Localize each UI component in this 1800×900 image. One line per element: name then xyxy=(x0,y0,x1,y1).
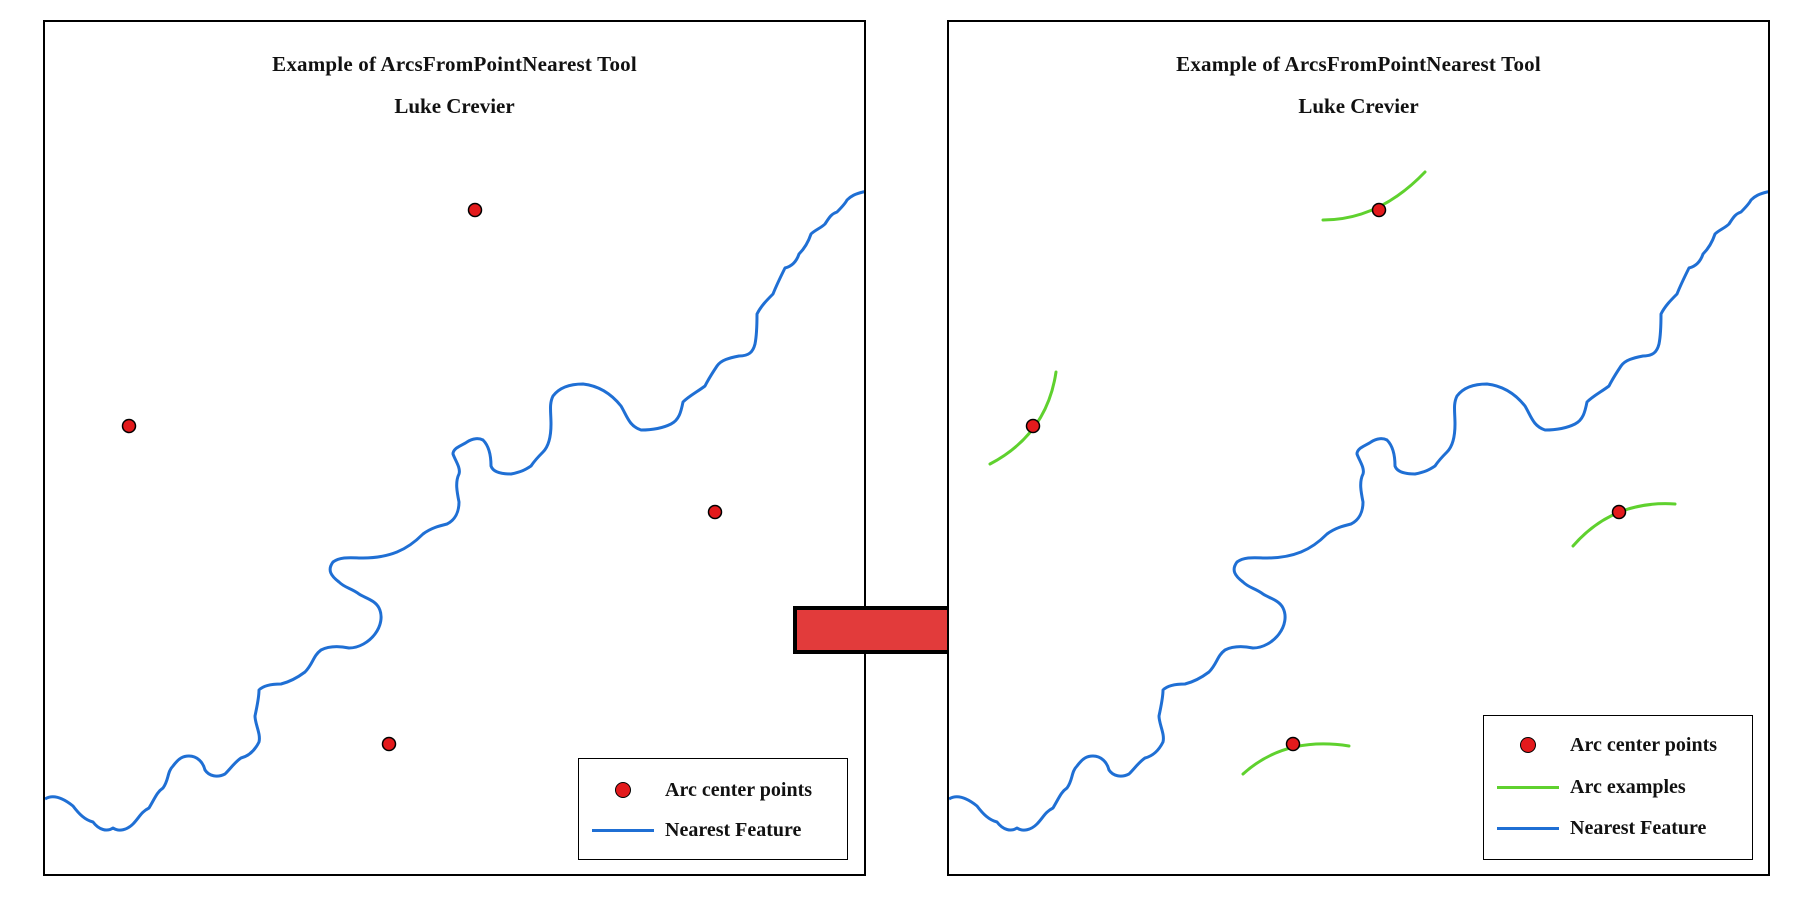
river-line xyxy=(45,190,864,832)
legend-label: Nearest Feature xyxy=(1570,816,1707,839)
map-legend: Arc center points Arc examples Nearest F… xyxy=(1483,715,1753,860)
map-panel-after: Example of ArcsFromPointNearest Tool Luk… xyxy=(947,20,1770,876)
legend-item-points: Arc center points xyxy=(1484,730,1752,760)
point-top xyxy=(467,202,483,218)
map-legend: Arc center points Nearest Feature xyxy=(578,758,848,860)
map-canvas-after xyxy=(949,170,1768,832)
point-right xyxy=(707,504,723,520)
point-left xyxy=(121,418,137,434)
map-author: Luke Crevier xyxy=(394,94,515,118)
arc-center-points xyxy=(1025,202,1627,752)
point-left xyxy=(1025,418,1041,434)
red-dot-icon xyxy=(1484,730,1570,760)
arc-examples xyxy=(988,170,1677,776)
point-bottom xyxy=(381,736,397,752)
map-title: Example of ArcsFromPointNearest Tool xyxy=(272,52,637,76)
river-line xyxy=(949,190,1768,832)
legend-item-arcs: Arc examples xyxy=(1484,772,1752,802)
point-top xyxy=(1371,202,1387,218)
legend-item-points: Arc center points xyxy=(579,775,847,805)
point-right xyxy=(1611,504,1627,520)
legend-item-river: Nearest Feature xyxy=(579,815,847,845)
map-author: Luke Crevier xyxy=(1298,94,1419,118)
green-line-icon xyxy=(1484,772,1570,802)
legend-item-river: Nearest Feature xyxy=(1484,813,1752,843)
arc-left xyxy=(988,370,1058,466)
legend-label: Arc center points xyxy=(1570,733,1718,756)
map-canvas-before xyxy=(45,190,864,832)
blue-line-icon xyxy=(1484,813,1570,843)
arc-center-points xyxy=(121,202,723,752)
map-title: Example of ArcsFromPointNearest Tool xyxy=(1176,52,1541,76)
legend-label: Arc center points xyxy=(665,778,813,801)
map-panel-before: Example of ArcsFromPointNearest Tool Luk… xyxy=(43,20,866,876)
point-bottom xyxy=(1285,736,1301,752)
legend-label: Nearest Feature xyxy=(665,818,802,841)
legend-label: Arc examples xyxy=(1570,775,1686,798)
blue-line-icon xyxy=(579,815,665,845)
red-dot-icon xyxy=(579,775,665,805)
